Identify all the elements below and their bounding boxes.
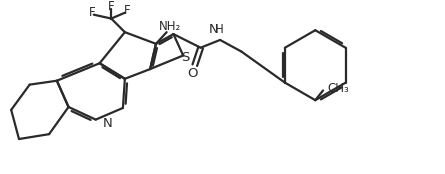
Text: O: O — [188, 68, 198, 80]
Text: N: N — [208, 23, 218, 36]
Text: NH₂: NH₂ — [158, 20, 181, 33]
Text: S: S — [181, 51, 189, 64]
Text: H: H — [215, 23, 223, 36]
Text: CH₃: CH₃ — [327, 82, 349, 95]
Text: F: F — [124, 4, 130, 17]
Text: F: F — [89, 6, 95, 19]
Text: F: F — [108, 0, 114, 13]
Text: N: N — [102, 117, 112, 130]
